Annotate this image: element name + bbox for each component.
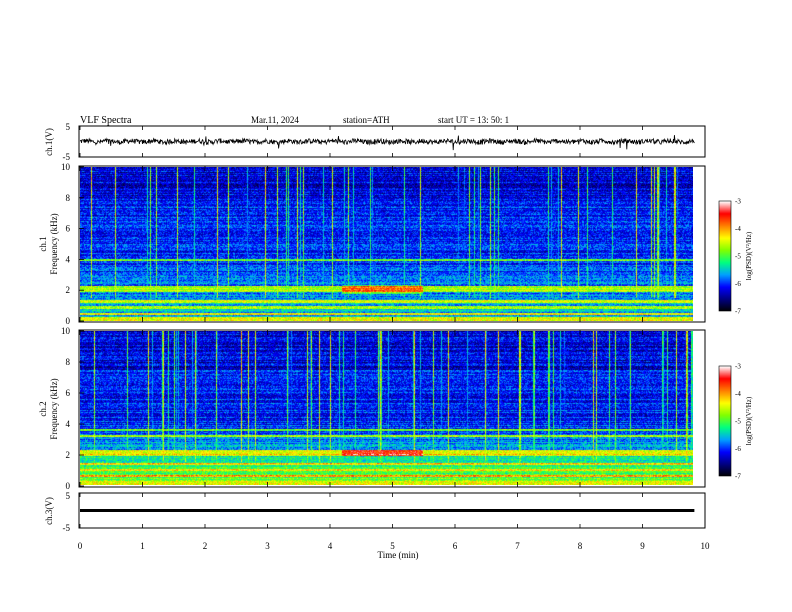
y-tick-label: 2	[66, 285, 71, 295]
x-tick-label: 4	[328, 541, 333, 551]
ch1-colorbar: -3 -4 -5 -6 -7 log(PSD)(V²/Hz)	[718, 198, 753, 316]
ch1-waveform-trace	[79, 135, 695, 151]
ch2-spec-channel-label: ch.2	[38, 401, 48, 416]
ch3-ytick-top: 5	[66, 491, 71, 501]
x-tick-label: 1	[140, 541, 145, 551]
ch1-spectrogram-heatmap	[80, 167, 693, 321]
figure-start-ut: start UT = 13: 50: 1	[438, 115, 509, 125]
y-tick-label: 8	[66, 193, 71, 203]
ch3-ylabel: ch.3(V)	[44, 497, 54, 525]
x-tick-label: 7	[515, 541, 520, 551]
y-tick-label: 8	[66, 357, 71, 367]
y-tick-label: 6	[66, 388, 71, 398]
x-axis-label: Time (min)	[378, 550, 419, 560]
ch2-spectrogram-heatmap	[80, 331, 693, 485]
colorbar-tick-label: -4	[735, 390, 741, 398]
colorbar-tick-label: -7	[735, 308, 741, 316]
ch2-spectrogram-frame	[78, 329, 706, 488]
colorbar-tick-label: -6	[735, 445, 741, 453]
ch1-spectrogram-frame	[78, 165, 706, 323]
ch2-spec-ylabel: Frequency (kHz)	[49, 378, 59, 439]
colorbar-tick-label: -6	[735, 280, 741, 288]
ch2-spectrogram-panel: 0 2 4 6 8 10 ch.2 Frequency (kHz)	[38, 326, 706, 491]
colorbar-tick-label: -3	[735, 363, 741, 371]
ch1-spec-ylabel: Frequency (kHz)	[49, 213, 59, 274]
x-tick-label: 2	[203, 541, 208, 551]
x-tick-label: 8	[578, 541, 583, 551]
figure-date: Mar.11, 2024	[251, 115, 299, 125]
figure-title: VLF Spectra	[80, 115, 132, 126]
ch1-ytick-bottom: -5	[63, 152, 71, 162]
x-tick-label: 3	[265, 541, 270, 551]
y-tick-label: 10	[61, 162, 71, 172]
colorbar-tick-label: -3	[735, 198, 741, 206]
colorbar-tick-label: -5	[735, 418, 741, 426]
y-tick-label: 0	[66, 316, 71, 326]
y-tick-label: 4	[66, 419, 71, 429]
ch1-ytick-top: 5	[66, 122, 71, 132]
ch1-waveform-panel: 5 -5 ch.1(V)	[44, 122, 706, 162]
y-tick-label: 6	[66, 224, 71, 234]
ch3-ytick-bottom: -5	[63, 523, 71, 533]
y-tick-label: 0	[66, 481, 71, 491]
ch2-colorbar-label: log(PSD)(V²/Hz)	[745, 396, 753, 445]
x-tick-label: 5	[390, 541, 395, 551]
y-tick-label: 4	[66, 254, 71, 264]
colorbar-tick-label: -7	[735, 473, 741, 481]
ch2-colorbar: -3 -4 -5 -6 -7 log(PSD)(V²/Hz)	[718, 363, 753, 481]
x-axis: 0 1 2 3 4 5 6 7 8 9 10	[78, 126, 710, 551]
y-tick-label: 10	[61, 326, 71, 336]
figure-station: station=ATH	[343, 115, 390, 125]
ch1-ylabel: ch.1(V)	[44, 128, 54, 156]
x-tick-label: 10	[701, 541, 711, 551]
ch3-waveform-panel: 5 -5 ch.3(V)	[44, 491, 706, 533]
ch1-spectrogram-panel: 0 2 4 6 8 10 ch.1 Frequency (kHz)	[38, 162, 706, 326]
x-tick-label: 6	[453, 541, 458, 551]
x-tick-label: 0	[78, 541, 83, 551]
ch1-colorbar-label: log(PSD)(V²/Hz)	[745, 231, 753, 280]
y-tick-label: 2	[66, 450, 71, 460]
ch1-spec-channel-label: ch.1	[38, 236, 48, 251]
colorbar-tick-label: -4	[735, 225, 741, 233]
x-tick-label: 9	[640, 541, 645, 551]
colorbar-tick-label: -5	[735, 253, 741, 261]
